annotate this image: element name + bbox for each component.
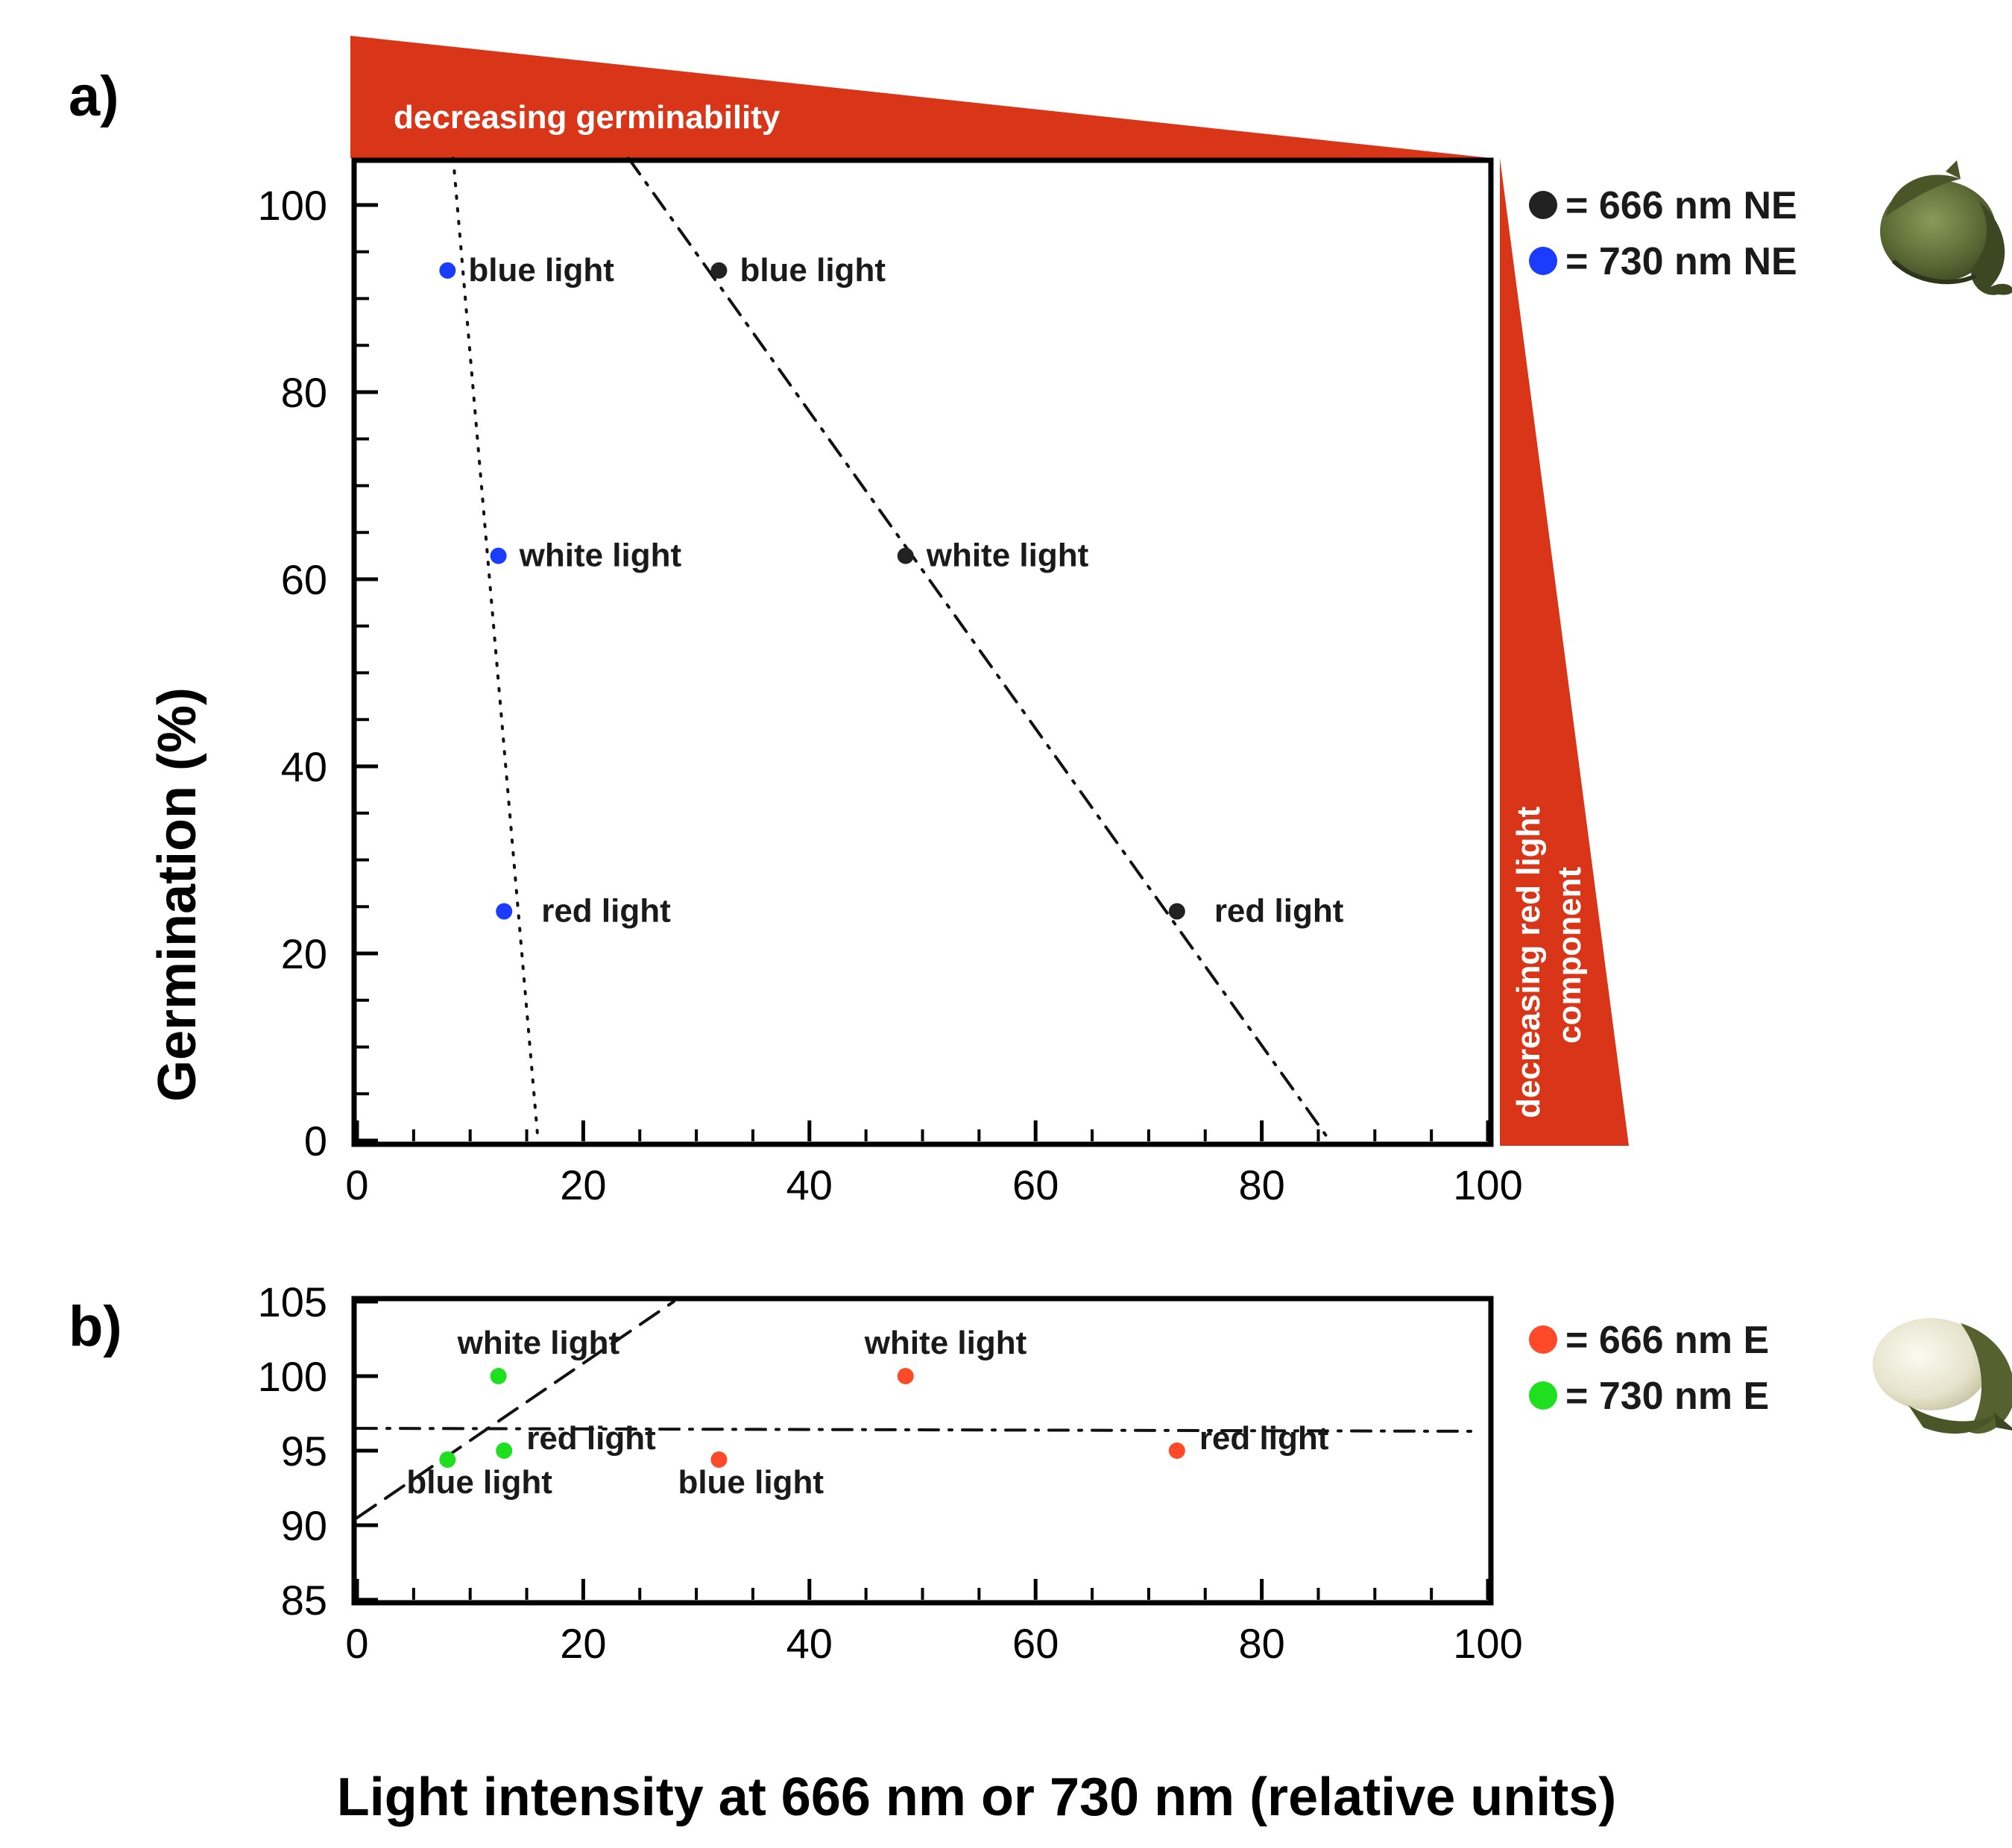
x-tick-label: 0 xyxy=(345,1161,368,1208)
data-point xyxy=(1168,903,1185,920)
point-label: white light xyxy=(926,537,1089,574)
point-label: blue light xyxy=(739,252,886,288)
panel-a-trendlines xyxy=(451,157,1331,1142)
red-light-banner-text-line1: decreasing red light xyxy=(1510,807,1547,1118)
dormant-seed-illustration xyxy=(1880,160,2012,295)
x-tick-label: 60 xyxy=(1012,1161,1059,1208)
panel-b-ticks: 0 20 40 60 80 100 85 90 95 100 105 xyxy=(258,1278,1523,1667)
point-label: blue light xyxy=(406,1464,552,1501)
data-point xyxy=(496,903,513,920)
legend-entry: = 730 nm NE xyxy=(1565,240,1797,283)
y-tick-label: 80 xyxy=(281,369,327,416)
panel-b-frame xyxy=(351,1296,1494,1606)
x-tick-label: 40 xyxy=(786,1620,833,1667)
panel-a-frame xyxy=(351,157,1494,1147)
panel-b-trendlines xyxy=(356,1300,1478,1519)
x-tick-label: 20 xyxy=(560,1620,606,1667)
point-label: red light xyxy=(1214,893,1344,930)
x-tick-label: 20 xyxy=(560,1161,606,1208)
y-tick-label: 0 xyxy=(304,1117,327,1164)
germinability-banner xyxy=(350,36,1491,158)
legend-marker xyxy=(1529,1325,1557,1354)
emerged-seed-illustration xyxy=(1873,1318,2012,1434)
panel-b-legend: = 666 nm E = 730 nm E xyxy=(1529,1319,1769,1418)
panel-letter-a: a) xyxy=(69,65,119,128)
point-label: white light xyxy=(457,1325,620,1361)
point-label: blue light xyxy=(468,252,614,288)
legend-entry: = 666 nm NE xyxy=(1565,184,1797,227)
data-point xyxy=(897,547,914,564)
trendline xyxy=(451,157,540,1142)
y-tick-label: 20 xyxy=(281,930,327,977)
y-axis-title: Germination (%) xyxy=(148,687,207,1102)
point-label: red light xyxy=(541,893,671,930)
germinability-banner-text: decreasing germinability xyxy=(394,99,780,136)
panel-a-legend: = 666 nm NE = 730 nm NE xyxy=(1529,184,1797,283)
point-label: blue light xyxy=(678,1464,824,1501)
legend-entry: = 666 nm E xyxy=(1565,1319,1769,1362)
x-tick-label: 40 xyxy=(786,1161,833,1208)
panel-a: 0 20 40 60 80 100 0 20 40 60 80 100 blue light white… xyxy=(258,157,1797,1208)
panel-b-points: white light blue light red light white ligh… xyxy=(406,1325,1328,1501)
y-tick-label: 90 xyxy=(281,1502,327,1549)
y-tick-label: 100 xyxy=(258,1353,327,1400)
legend-entry: = 730 nm E xyxy=(1565,1375,1769,1418)
x-tick-label: 80 xyxy=(1238,1161,1284,1208)
legend-marker xyxy=(1529,191,1557,219)
panel-a-points: blue light white light red light blue light… xyxy=(439,252,1344,930)
y-tick-label: 40 xyxy=(281,743,327,790)
trendline xyxy=(627,157,1331,1142)
panel-a-ticks: 0 20 40 60 80 100 0 20 40 60 80 100 xyxy=(258,182,1523,1208)
x-axis-title: Light intensity at 666 nm or 730 nm (rel… xyxy=(337,1767,1616,1827)
x-tick-label: 80 xyxy=(1238,1620,1284,1667)
x-tick-label: 100 xyxy=(1453,1161,1522,1208)
y-tick-label: 85 xyxy=(281,1577,327,1624)
red-light-banner xyxy=(1500,158,1629,1146)
panel-b: 0 20 40 60 80 100 85 90 95 100 105 white light blue… xyxy=(258,1278,1770,1667)
y-tick-label: 60 xyxy=(281,556,327,603)
trendline xyxy=(356,1300,675,1519)
data-point xyxy=(490,1368,507,1384)
x-tick-label: 60 xyxy=(1012,1620,1059,1667)
y-tick-label: 105 xyxy=(258,1278,327,1325)
legend-marker xyxy=(1529,1381,1557,1410)
data-point xyxy=(439,1451,456,1468)
point-label: white light xyxy=(519,537,682,574)
data-point xyxy=(439,262,456,279)
data-point xyxy=(710,262,728,279)
panel-letter-b: b) xyxy=(69,1295,122,1358)
y-tick-label: 95 xyxy=(281,1428,327,1475)
point-label: white light xyxy=(864,1325,1027,1361)
point-label: red light xyxy=(526,1420,656,1457)
point-label: red light xyxy=(1199,1420,1329,1457)
data-point xyxy=(897,1368,914,1384)
legend-marker xyxy=(1529,247,1557,275)
data-point xyxy=(1168,1442,1185,1459)
data-point xyxy=(490,547,507,564)
y-tick-label: 100 xyxy=(258,182,327,229)
data-point xyxy=(496,1442,513,1459)
x-tick-label: 100 xyxy=(1453,1620,1522,1667)
trendline xyxy=(356,1427,1478,1433)
x-tick-label: 0 xyxy=(345,1620,368,1667)
red-light-banner-text-line2: component xyxy=(1551,867,1588,1044)
data-point xyxy=(710,1451,728,1468)
